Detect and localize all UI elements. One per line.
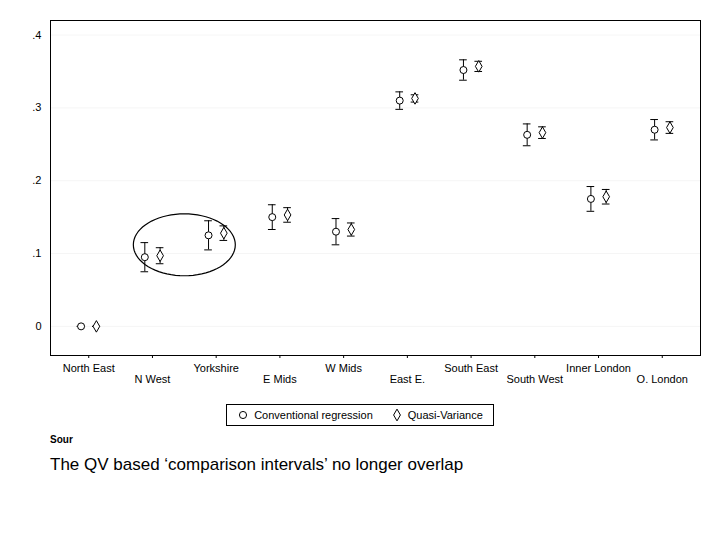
html-text:The QV based ‘comparison inter: The QV based ‘comparison intervals’ no l… <box>50 455 464 474</box>
svg-text:W Mids: W Mids <box>325 362 362 374</box>
svg-text:.4: .4 <box>32 29 41 41</box>
svg-text:East E.: East E. <box>390 373 425 385</box>
svg-text:South East: South East <box>444 362 498 374</box>
html-text:Sour: Sour <box>50 434 73 445</box>
svg-text:.1: .1 <box>32 247 41 259</box>
svg-text:North East: North East <box>63 362 115 374</box>
svg-text:South West: South West <box>506 373 563 385</box>
svg-text:Inner London: Inner London <box>566 362 631 374</box>
html-text:Quasi-Variance: Quasi-Variance <box>407 409 483 421</box>
svg-text:.3: .3 <box>32 101 41 113</box>
html-text:Conventional regression: Conventional regression <box>254 409 373 421</box>
svg-text:.2: .2 <box>32 174 41 186</box>
svg-text:Yorkshire: Yorkshire <box>193 362 238 374</box>
svg-text:O. London: O. London <box>637 373 688 385</box>
svg-text:N West: N West <box>135 373 171 385</box>
svg-text:0: 0 <box>35 320 41 332</box>
svg-text:E Mids: E Mids <box>263 373 297 385</box>
